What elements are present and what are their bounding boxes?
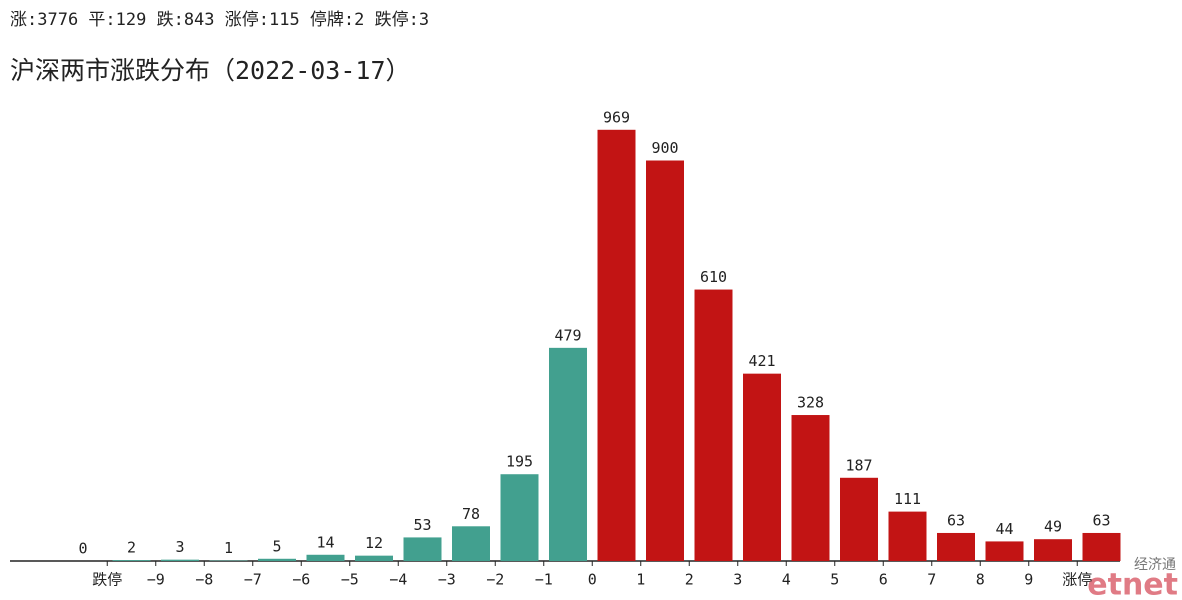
watermark-cn: 经济通 xyxy=(1134,557,1176,573)
bar xyxy=(791,415,830,561)
data-label: 328 xyxy=(797,394,824,412)
watermark-logo: etnet xyxy=(1087,568,1178,600)
bar xyxy=(743,373,781,561)
data-label: 195 xyxy=(506,453,533,471)
data-label: 610 xyxy=(700,268,727,286)
data-label: 900 xyxy=(651,139,678,157)
bar xyxy=(888,511,927,561)
x-tick-label: −1 xyxy=(535,571,553,589)
data-label: 421 xyxy=(748,352,775,370)
data-label: 1 xyxy=(224,539,233,557)
bar xyxy=(1082,532,1121,561)
bar xyxy=(452,526,490,561)
x-tick-label: 跌停 xyxy=(92,571,122,589)
chart-title: 沪深两市涨跌分布（2022-03-17） xyxy=(10,56,411,85)
x-tick-label: −4 xyxy=(389,571,407,589)
data-label: 969 xyxy=(603,108,630,126)
x-tick-label: 8 xyxy=(976,571,985,589)
bar xyxy=(161,559,199,561)
x-tick-label: 9 xyxy=(1024,571,1033,589)
bar xyxy=(597,129,636,562)
bar xyxy=(937,532,975,561)
x-tick-label: −2 xyxy=(486,571,504,589)
x-tick-label: 5 xyxy=(830,571,839,589)
data-label: 44 xyxy=(995,520,1013,538)
data-label: 0 xyxy=(78,540,87,558)
bar xyxy=(500,474,539,561)
data-label: 5 xyxy=(272,537,281,555)
x-tick-label: −6 xyxy=(292,571,310,589)
bar xyxy=(403,537,442,561)
x-tick-label: 1 xyxy=(636,571,645,589)
data-label: 187 xyxy=(845,456,872,474)
bar xyxy=(355,555,393,561)
x-tick-label: −7 xyxy=(244,571,262,589)
x-tick-label: 7 xyxy=(927,571,936,589)
data-label: 14 xyxy=(316,533,334,551)
x-tick-label: 3 xyxy=(733,571,742,589)
data-label: 63 xyxy=(947,511,965,529)
bar xyxy=(694,289,733,561)
x-tick-label: −9 xyxy=(147,571,165,589)
x-tick-label: 0 xyxy=(588,571,597,589)
data-label: 12 xyxy=(365,534,383,552)
data-label: 3 xyxy=(175,538,184,556)
data-label: 479 xyxy=(554,326,581,344)
bar xyxy=(306,554,345,561)
x-tick-label: 2 xyxy=(685,571,694,589)
bar xyxy=(549,347,587,561)
data-label: 63 xyxy=(1092,511,1110,529)
data-label: 53 xyxy=(413,516,431,534)
data-label: 78 xyxy=(462,505,480,523)
bar xyxy=(985,541,1024,561)
bar xyxy=(1034,539,1072,561)
bar xyxy=(840,477,878,561)
data-label: 111 xyxy=(894,490,921,508)
x-tick-label: 6 xyxy=(879,571,888,589)
x-tick-label: −3 xyxy=(438,571,456,589)
summary: 涨:3776 平:129 跌:843 涨停:115 停牌:2 跌停:3 xyxy=(10,10,429,30)
bar xyxy=(646,160,684,561)
bar xyxy=(258,558,296,561)
bar xyxy=(112,560,151,561)
x-tick-label: 4 xyxy=(782,571,791,589)
x-tick-label: 涨停 xyxy=(1062,571,1092,589)
data-label: 2 xyxy=(127,539,136,557)
data-label: 49 xyxy=(1044,518,1062,536)
x-tick-label: −5 xyxy=(341,571,359,589)
x-tick-label: −8 xyxy=(195,571,213,589)
